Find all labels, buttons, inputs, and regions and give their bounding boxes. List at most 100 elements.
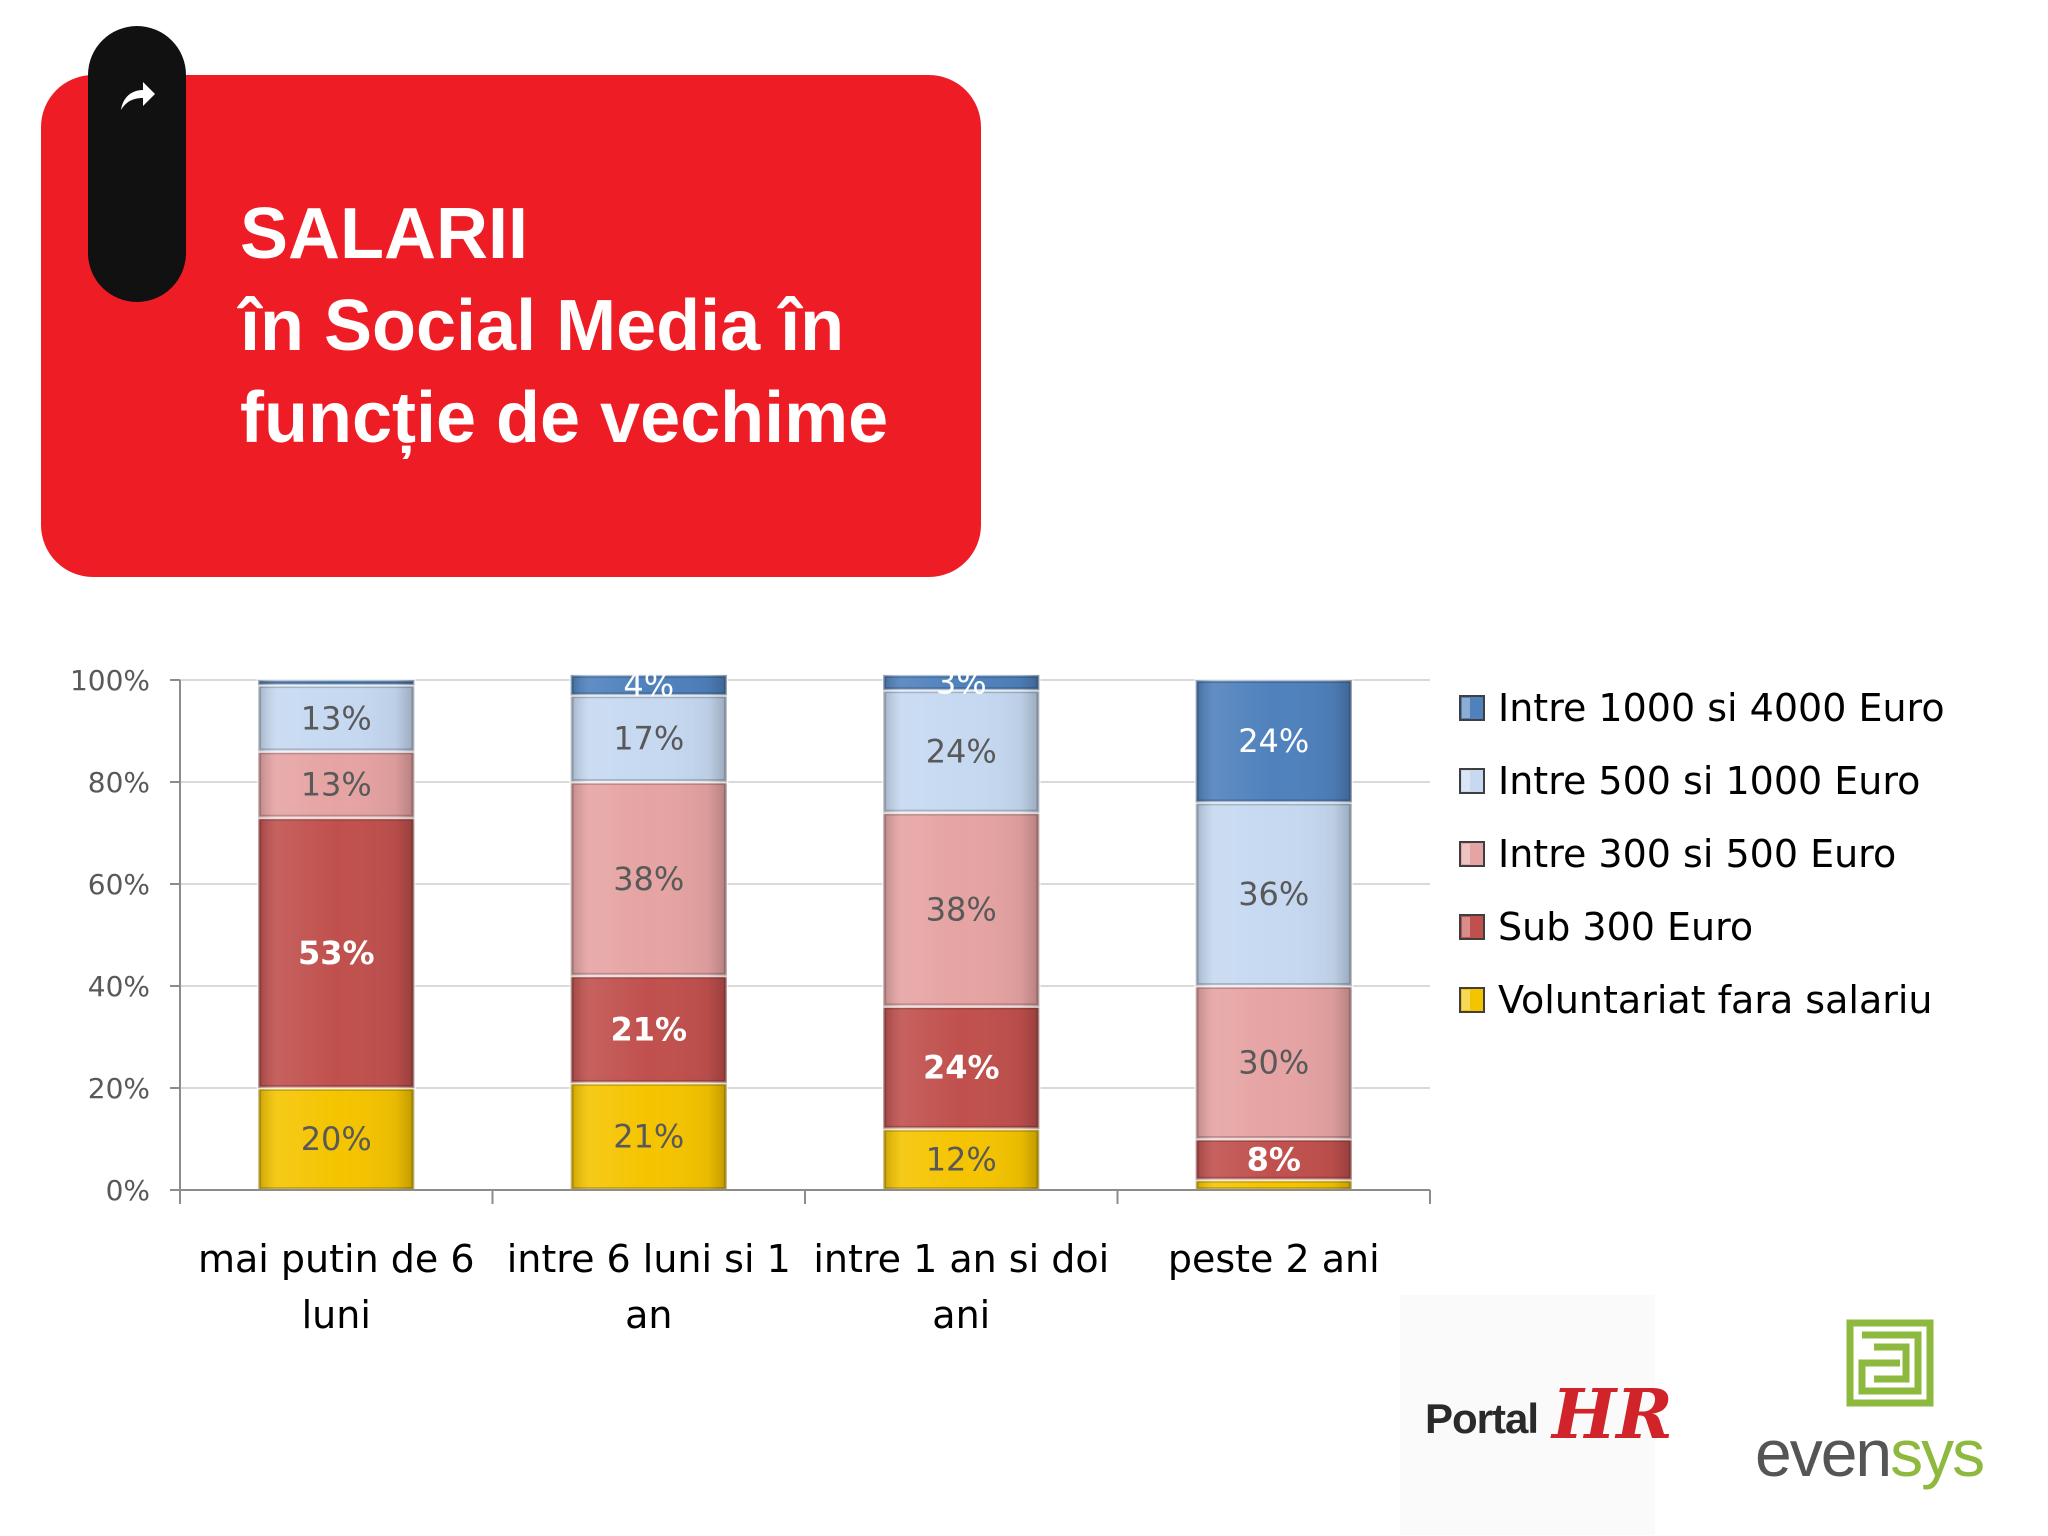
- bar-segment-bevel: [884, 1007, 1039, 1128]
- legend-swatch: [1459, 914, 1485, 940]
- bar-segment-bevel: [259, 686, 414, 751]
- bar-segment-shade: [883, 812, 1040, 1007]
- evensys-logo: evensys: [1750, 1315, 2020, 1515]
- share-arrow-icon[interactable]: [117, 78, 157, 114]
- x-tick-label: intre 6 luni si 1: [507, 1237, 791, 1281]
- bar-segment-bevel: [571, 783, 726, 975]
- legend-swatch-shine: [1462, 698, 1470, 718]
- evensys-maze-icon: [1846, 1319, 1934, 1407]
- data-label: 21%: [613, 1117, 684, 1155]
- bar-segment-bevel: [1196, 1180, 1351, 1190]
- legend-swatch-shine: [1462, 771, 1470, 791]
- bar-segment-bevel: [1196, 681, 1351, 802]
- data-label: 17%: [613, 720, 684, 758]
- bar-segment-shade: [570, 695, 727, 782]
- portalhr-logo: Portal HR: [1400, 1295, 1673, 1535]
- share-tab[interactable]: [88, 26, 186, 302]
- data-label: 38%: [613, 860, 684, 898]
- legend-swatch: [1459, 695, 1485, 721]
- evensys-word-b: sys: [1890, 1416, 1985, 1490]
- bar-segment-bevel: [571, 1083, 726, 1190]
- bar-segment-bevel: [884, 813, 1039, 1006]
- legend-swatch: [1459, 987, 1485, 1013]
- bar-segment-shade: [883, 674, 1040, 691]
- legend-entry: Intre 300 si 500 Euro: [1498, 832, 1896, 876]
- bar-segment-bevel: [571, 976, 726, 1082]
- y-tick-label: 80%: [88, 766, 150, 799]
- bar-segment-bevel: [1196, 1140, 1351, 1179]
- y-tick-label: 100%: [70, 664, 150, 697]
- data-label: 12%: [926, 1140, 997, 1178]
- x-tick-label: ani: [932, 1293, 990, 1337]
- y-tick-label: 40%: [88, 970, 150, 1003]
- bar-segment-bevel: [571, 696, 726, 781]
- data-label: 21%: [610, 1010, 687, 1048]
- data-label: 13%: [301, 699, 372, 737]
- portalhr-logo-word: Portal: [1425, 1395, 1539, 1442]
- bar-segment-shade: [258, 1088, 415, 1190]
- bar-segment-shade: [258, 817, 415, 1088]
- bar-segment-shade: [258, 751, 415, 818]
- title-line-3: funcție de vechime: [240, 378, 889, 458]
- bar-segment-shade: [1195, 986, 1352, 1139]
- title-line-1: SALARII: [240, 194, 528, 274]
- x-tick-label: mai putin de 6: [198, 1237, 475, 1281]
- data-label: 20%: [301, 1120, 372, 1158]
- y-tick-label: 0%: [106, 1174, 150, 1207]
- bar-segment-bevel: [884, 1129, 1039, 1190]
- page-title: SALARII în Social Media în funcție de ve…: [240, 188, 888, 464]
- bar-segment-shade: [1195, 1179, 1352, 1190]
- bar-segment-bevel: [571, 675, 726, 695]
- bar-segment-shade: [258, 680, 415, 686]
- title-panel: [41, 75, 981, 577]
- legend-entry: Voluntariat fara salariu: [1498, 978, 1933, 1022]
- legend-swatch: [1459, 841, 1485, 867]
- bar-segment-shade: [883, 1128, 1040, 1190]
- legend-swatch-shine: [1462, 917, 1470, 937]
- data-label: 36%: [1238, 875, 1309, 913]
- portalhr-logo-mark: HR: [1552, 1375, 1673, 1455]
- data-label: 38%: [926, 891, 997, 929]
- legend-swatch-shine: [1462, 990, 1470, 1010]
- evensys-word-a: even: [1755, 1416, 1892, 1490]
- x-tick-label: luni: [302, 1293, 371, 1337]
- bar-segment-bevel: [1196, 987, 1351, 1138]
- bar-segment-bevel: [259, 818, 414, 1087]
- bar-segment-shade: [1195, 680, 1352, 803]
- bar-segment-shade: [258, 685, 415, 752]
- x-tick-label: an: [625, 1293, 672, 1337]
- data-label: 24%: [926, 732, 997, 770]
- bar-segment-bevel: [1196, 803, 1351, 986]
- bar-segment-bevel: [259, 752, 414, 817]
- data-label: 53%: [298, 934, 375, 972]
- bar-segment-shade: [1195, 1139, 1352, 1180]
- legend-entry: Intre 500 si 1000 Euro: [1498, 759, 1920, 803]
- legend-swatch: [1459, 768, 1485, 794]
- legend-swatch-shine: [1462, 844, 1470, 864]
- data-label: 8%: [1247, 1140, 1301, 1178]
- bar-segment-bevel: [259, 681, 414, 685]
- bar-segment-bevel: [259, 1089, 414, 1189]
- data-label: 30%: [1238, 1044, 1309, 1082]
- bar-segment-shade: [883, 690, 1040, 813]
- y-tick-label: 20%: [88, 1072, 150, 1105]
- data-label: 4%: [623, 666, 674, 704]
- bar-segment-shade: [570, 782, 727, 976]
- x-tick-label: peste 2 ani: [1168, 1237, 1380, 1281]
- data-label: 24%: [923, 1049, 1000, 1087]
- bar-segment-shade: [570, 975, 727, 1083]
- evensys-logo-word: evensys: [1755, 1415, 1985, 1491]
- bar-segment-bevel: [884, 675, 1039, 690]
- bar-segment-shade: [883, 1006, 1040, 1129]
- y-tick-label: 60%: [88, 868, 150, 901]
- bar-segment-bevel: [884, 691, 1039, 812]
- data-label: 24%: [1238, 722, 1309, 760]
- legend-entry: Intre 1000 si 4000 Euro: [1498, 686, 1945, 730]
- legend-entry: Sub 300 Euro: [1498, 905, 1753, 949]
- data-label: 13%: [301, 766, 372, 804]
- bar-segment-shade: [570, 674, 727, 696]
- title-line-2: în Social Media în: [240, 286, 845, 366]
- data-label: 3%: [936, 664, 987, 702]
- x-tick-label: intre 1 an si doi: [813, 1237, 1109, 1281]
